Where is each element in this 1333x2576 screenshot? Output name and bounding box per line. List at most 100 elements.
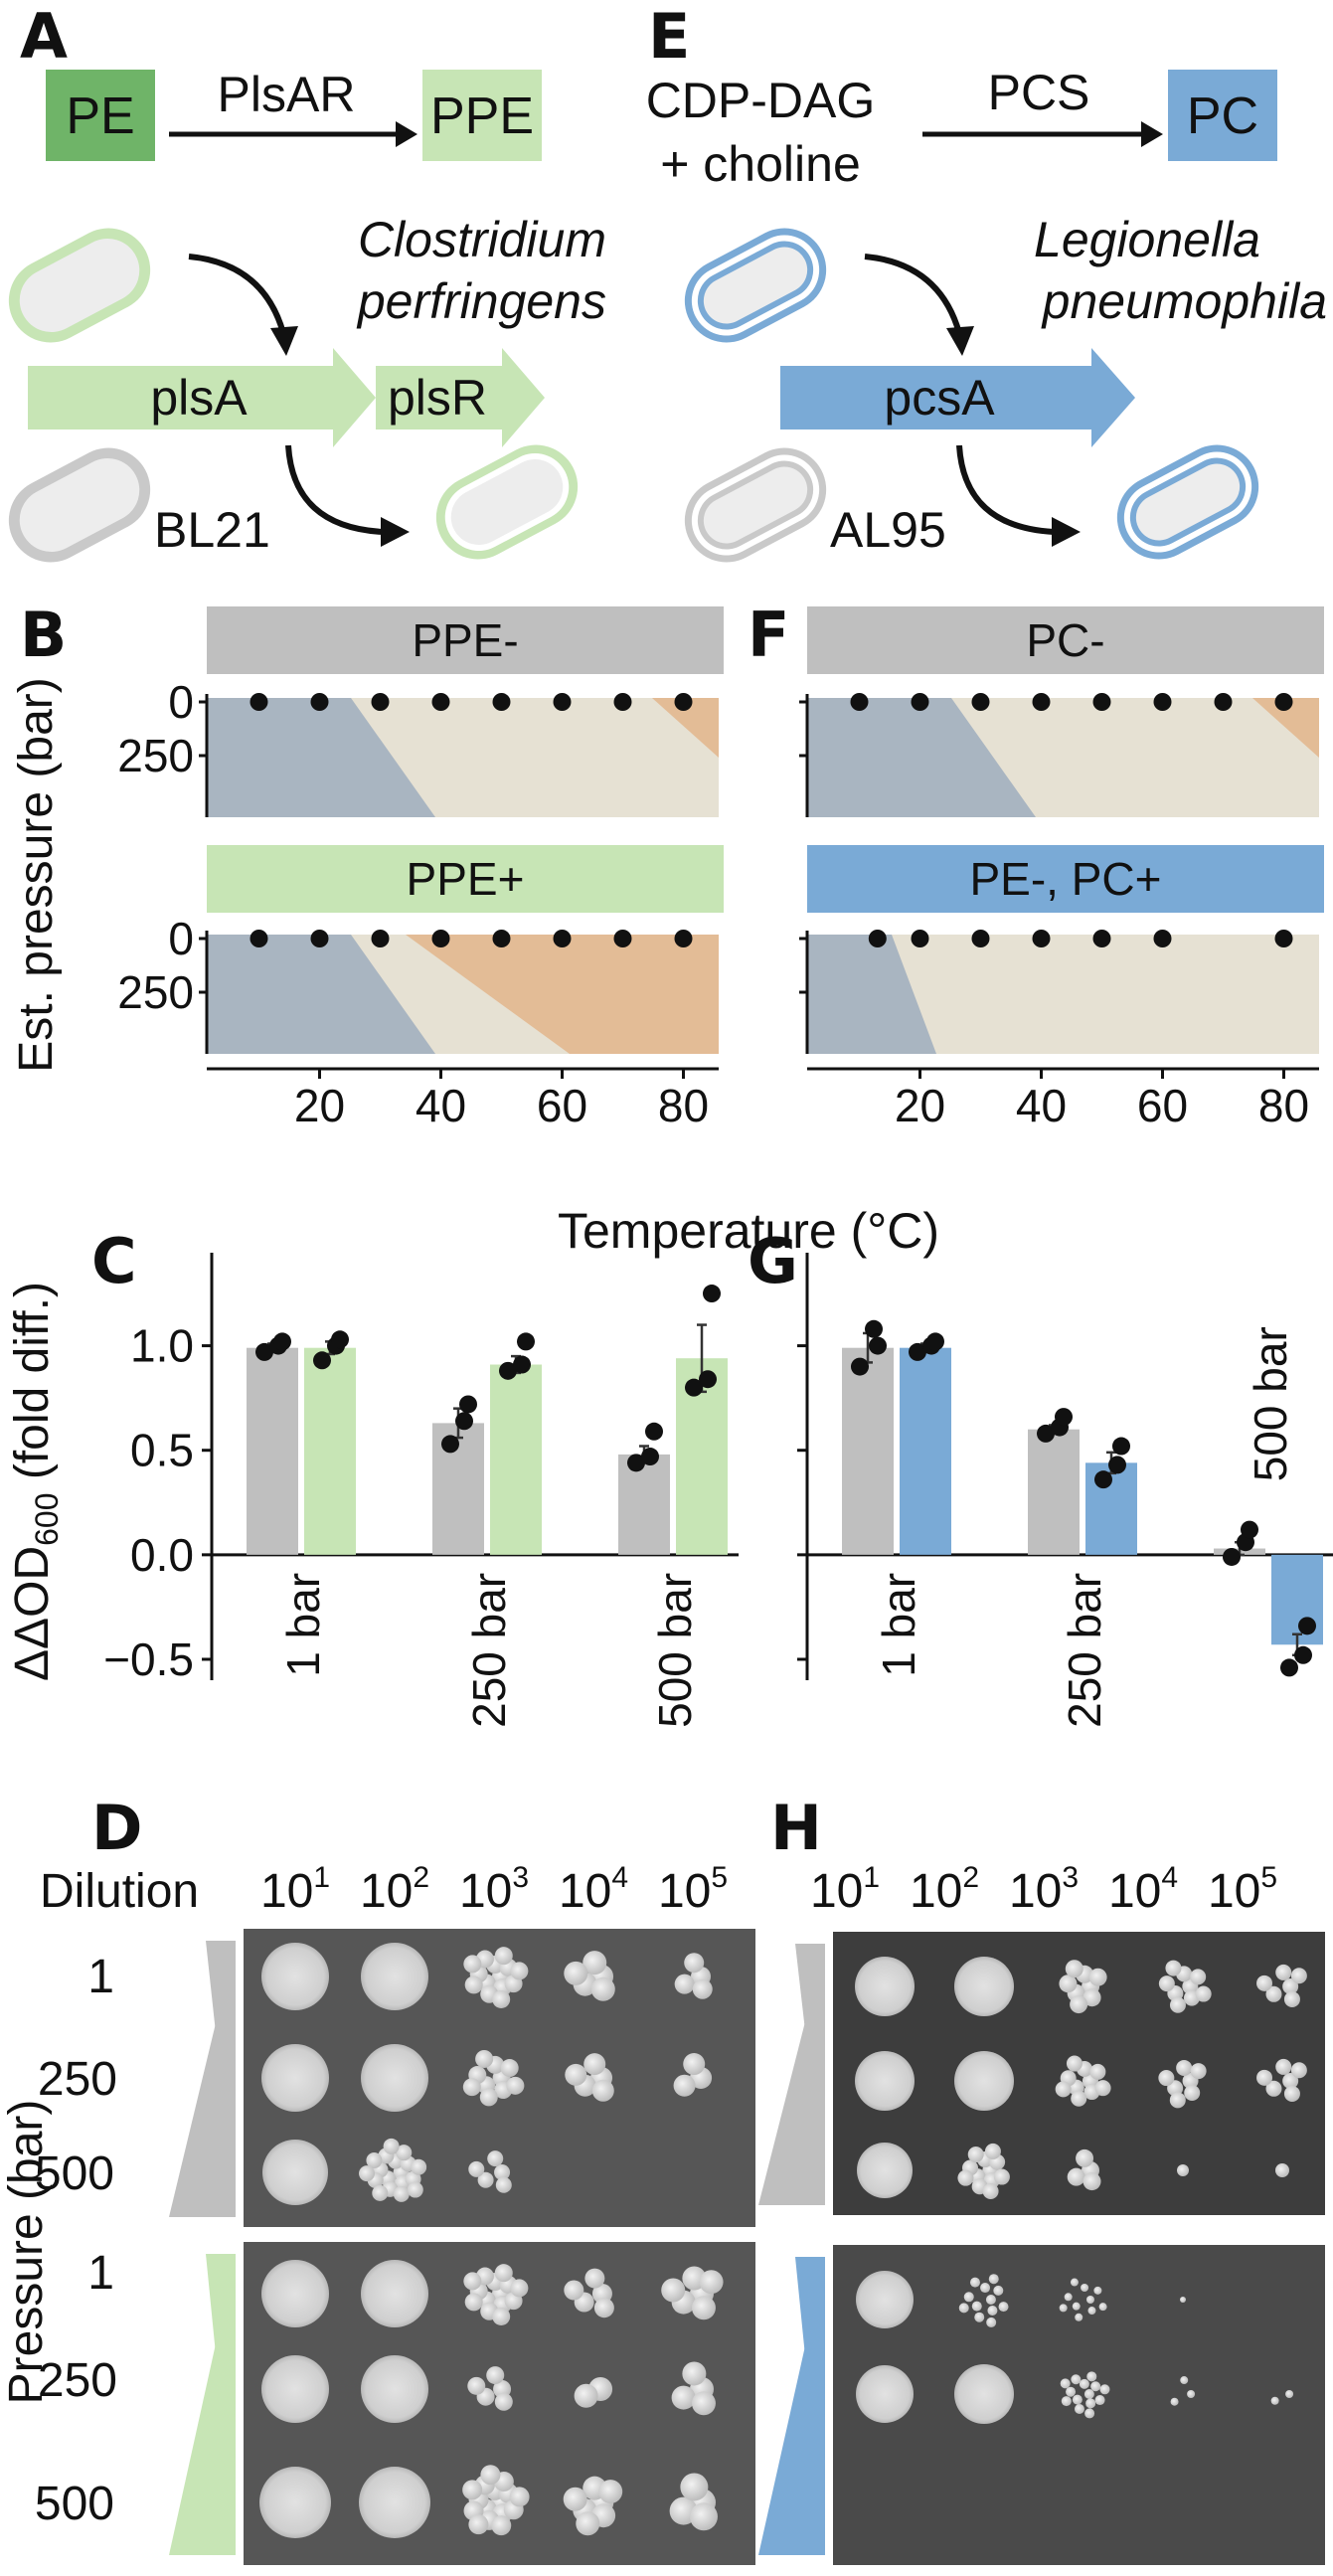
colony <box>1187 2390 1196 2398</box>
pe-box <box>46 70 155 161</box>
dilution-base: 10 <box>360 1865 413 1918</box>
growth-spot <box>855 2051 915 2111</box>
pe-label: PE <box>66 87 134 145</box>
y-tick-label: 250 <box>117 730 194 781</box>
colony <box>1165 1960 1182 1976</box>
pressure-labels: 1 250 500 1 250 500 <box>35 1951 117 2530</box>
dilution-base: 10 <box>1009 1865 1062 1918</box>
growth-spot <box>359 2467 430 2538</box>
colony <box>510 1962 529 1980</box>
curve-arrow-a-bottom <box>285 444 384 535</box>
colony <box>509 2487 530 2507</box>
colony <box>691 2391 716 2416</box>
colony <box>1190 1969 1207 1985</box>
colony <box>1074 2404 1084 2415</box>
colony <box>1094 2395 1105 2406</box>
pc-box <box>1168 70 1277 161</box>
dilution-base: 10 <box>559 1865 611 1918</box>
colony <box>673 2074 696 2097</box>
colony <box>682 2361 707 2386</box>
colony <box>969 2277 980 2288</box>
colony <box>674 1974 695 1994</box>
organism-a-line2: perfringens <box>356 273 606 329</box>
colony <box>1067 2167 1085 2186</box>
pcsa-gene-label: pcsA <box>884 370 995 426</box>
data-point <box>1092 693 1111 711</box>
x-tick-label: 60 <box>537 1080 587 1131</box>
pressure-wedge-body <box>169 2254 236 2555</box>
bar <box>490 1364 542 1555</box>
phase-plot-f-bottom <box>799 930 1319 1054</box>
data-point <box>250 930 268 947</box>
data-point <box>971 693 990 711</box>
colony <box>1169 1996 1186 2013</box>
growth-spot <box>262 2140 328 2205</box>
colony <box>683 2053 706 2076</box>
data-point <box>627 1454 645 1472</box>
bar <box>247 1347 298 1555</box>
colony <box>494 2164 511 2180</box>
data-point <box>553 930 572 947</box>
colony <box>407 2181 423 2198</box>
pressure-wedge-body <box>758 1944 825 2205</box>
colony <box>591 2079 614 2102</box>
orange-phase <box>1252 698 1319 758</box>
data-point <box>703 1285 721 1303</box>
organism-e-line2: pneumophila <box>1041 273 1327 329</box>
chart-c: 1.0 0.5 0.0 −0.5 1 bar 250 bar 500 bar <box>103 1253 739 1728</box>
colony <box>699 2270 724 2295</box>
panel-h-label: H <box>770 1792 822 1864</box>
colony <box>393 2185 410 2202</box>
dilution-base: 10 <box>459 1865 512 1918</box>
dilution-base: 10 <box>810 1865 863 1918</box>
pressure-row-label: 250 <box>38 2053 117 2106</box>
colony <box>986 2317 997 2327</box>
colony <box>1256 1975 1273 1991</box>
cell-bl21 <box>8 447 151 563</box>
organism-e-line1: Legionella <box>1034 212 1260 267</box>
blue-phase <box>207 935 435 1054</box>
colony <box>982 2182 999 2199</box>
colony <box>463 2272 482 2291</box>
colony <box>1275 2058 1292 2075</box>
pressure-wedge-body <box>758 2257 825 2555</box>
y-tick-label: 0 <box>168 913 194 964</box>
colony <box>1076 2148 1094 2167</box>
colony <box>593 2298 614 2318</box>
colony <box>1195 1985 1212 2002</box>
dilution-exponent: 2 <box>962 1861 979 1894</box>
panel-e: E CDP-DAG + choline PCS PC Legionella pn… <box>646 0 1327 563</box>
dilution-exponent: 1 <box>863 1861 880 1894</box>
colony <box>468 2160 485 2177</box>
orange-phase <box>406 935 719 1054</box>
data-point <box>613 930 632 947</box>
colony <box>495 2176 512 2193</box>
data-point <box>441 1435 459 1454</box>
growth-spot <box>259 2467 331 2538</box>
data-point <box>1153 930 1172 947</box>
phase-plot-b-bottom <box>199 930 719 1054</box>
colony <box>1072 2394 1083 2405</box>
colony <box>1256 2069 1273 2086</box>
data-point <box>431 930 450 947</box>
colony <box>1282 1978 1299 1994</box>
colony <box>1071 2374 1082 2385</box>
plate-d <box>169 1929 755 2565</box>
colony <box>477 2171 494 2188</box>
dilution-headers: 101 102 103 104 105 101 102 103 104 105 <box>260 1861 1277 1918</box>
colony <box>563 2487 587 2511</box>
panel-d: D Dilution Pressure (bar) <box>0 1792 755 2565</box>
data-point <box>1032 693 1051 711</box>
colony <box>464 1975 483 1994</box>
phase-axes: Est. pressure (bar) Temperature (°C) 025… <box>10 676 1319 1259</box>
category-label: 250 bar <box>463 1573 515 1728</box>
bar <box>900 1347 951 1555</box>
data-point <box>1294 1645 1312 1664</box>
data-point <box>371 693 390 711</box>
colony <box>680 2473 709 2501</box>
colony <box>500 2059 519 2078</box>
colony <box>463 1955 482 1974</box>
colony <box>984 2143 1001 2159</box>
strain-al95: AL95 <box>830 502 946 558</box>
colony <box>383 2138 400 2154</box>
